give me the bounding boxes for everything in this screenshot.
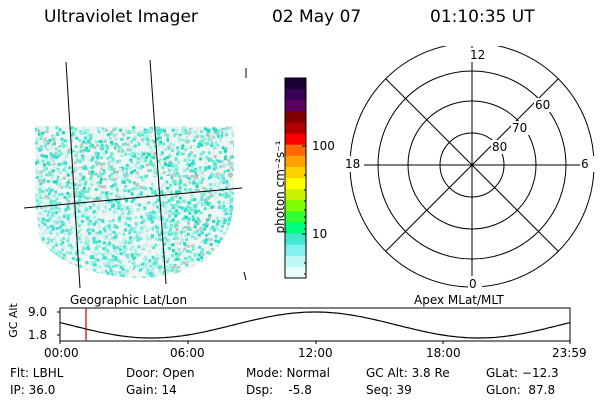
polar-plot (342, 46, 596, 290)
geographic-image-panel (23, 59, 247, 289)
geographic-caption: Geographic Lat/Lon (70, 293, 188, 307)
date-label: 02 May 07 (272, 7, 362, 27)
mlt-label-6: 6 (581, 157, 589, 171)
info-ip: IP: 36.0 (10, 383, 56, 397)
colorbar-unit-label: photon cm⁻²s⁻¹ (273, 140, 287, 234)
geo-grid-lines (23, 59, 247, 289)
colorbar-segment (285, 144, 306, 157)
colorbar-segment (285, 244, 306, 257)
altitude-plot (57, 307, 571, 344)
altitude-ylabel: GC Alt (6, 303, 20, 338)
instrument-title: Ultraviolet Imager (44, 7, 198, 27)
xtick-1200: 12:00 (298, 346, 333, 360)
info-flt: Flt: LBHL (10, 366, 64, 380)
colorbar-segment (285, 122, 306, 135)
uv-emission-image (35, 126, 234, 278)
info-glon: GLon: 87.8 (486, 383, 556, 397)
colorbar-segment (285, 111, 306, 123)
mlt-label-18: 18 (345, 157, 361, 171)
colorbar-tick-10: 10 (312, 227, 328, 241)
mlt-label-0: 0 (469, 277, 477, 291)
mlat-label-60: 60 (535, 98, 551, 112)
colorbar-segment (285, 89, 306, 101)
apex-caption: Apex MLat/MLT (414, 293, 504, 307)
altitude-ytick-top: 9.0 (28, 305, 48, 319)
colorbar-segment (285, 200, 306, 212)
xtick-0000: 00:00 (44, 346, 79, 360)
colorbar-segment (285, 155, 306, 168)
info-mode: Mode: Normal (246, 366, 330, 380)
colorbar-segment (285, 222, 306, 235)
colorbar-segment (285, 189, 306, 201)
colorbar-segment (285, 233, 306, 246)
info-door: Door: Open (126, 366, 195, 380)
colorbar-tick-100: 100 (312, 139, 335, 153)
colorbar-segment (285, 211, 306, 223)
info-glat: GLat: −12.3 (486, 366, 559, 380)
altitude-ytick-bottom: 1.8 (28, 328, 48, 342)
colorbar-segment (285, 178, 306, 190)
colorbar-segment (285, 266, 306, 279)
mlt-label-12: 12 (470, 48, 486, 62)
altitude-curve (59, 311, 571, 339)
mlat-label-70: 70 (512, 121, 528, 135)
colorbar-segment (285, 255, 306, 268)
time-label: 01:10:35 UT (430, 7, 535, 27)
colorbar-segment (285, 166, 306, 179)
colorbar-segment (285, 100, 306, 112)
xtick-1800: 18:00 (426, 346, 461, 360)
mlat-label-80: 80 (492, 140, 508, 154)
info-gain: Gain: 14 (126, 383, 177, 397)
colorbar-segment (285, 78, 306, 90)
info-gcalt: GC Alt: 3.8 Re (366, 366, 450, 380)
info-dsp: Dsp: -5.8 (246, 383, 312, 397)
colorbar-segment (285, 133, 306, 146)
colorbar (284, 77, 307, 279)
xtick-2359: 23:59 (552, 346, 587, 360)
info-seq: Seq: 39 (366, 383, 412, 397)
xtick-0600: 06:00 (170, 346, 205, 360)
